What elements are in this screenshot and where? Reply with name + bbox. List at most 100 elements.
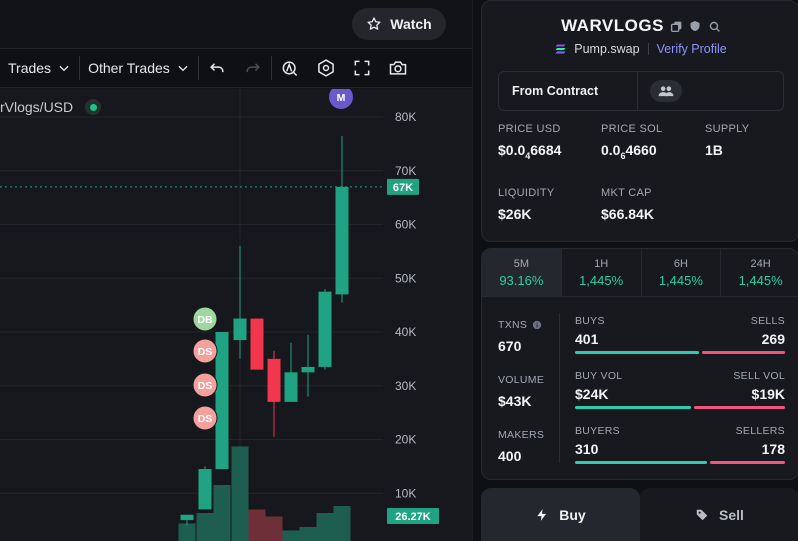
- tab-24h[interactable]: 24H 1,445%: [721, 249, 798, 296]
- stat-label: PRICE USD: [498, 123, 561, 135]
- stat-value: $26K: [498, 206, 532, 222]
- toolbar-divider: [79, 56, 81, 80]
- candle-body: [250, 318, 264, 370]
- candle-body: [233, 318, 247, 341]
- price-tick-label: 60K: [395, 218, 416, 232]
- dex-divider: [647, 43, 649, 55]
- undo-button[interactable]: [199, 48, 235, 88]
- tab-change: 1,445%: [658, 272, 703, 288]
- tab-label: 1H: [594, 257, 609, 270]
- shield-icon[interactable]: [689, 20, 702, 33]
- candle-body: [180, 514, 194, 521]
- dev-buy-marker: [192, 306, 218, 332]
- toolbar-divider: [270, 56, 272, 80]
- current-price-tag: [387, 178, 419, 195]
- search-icon[interactable]: [708, 20, 721, 33]
- buys-sells-bar: [575, 351, 785, 354]
- price-tick-label: 30K: [395, 379, 416, 393]
- volume-bar: [282, 530, 300, 541]
- dex-name: Pump.swap: [574, 42, 640, 56]
- stat-price-sol: PRICE SOL 0.064660: [601, 123, 662, 161]
- tab-label: 24H: [750, 257, 771, 270]
- metric-txns: TXNS 670: [498, 319, 542, 354]
- stat-label: PRICE SOL: [601, 123, 663, 135]
- txns-label: TXNS: [498, 319, 528, 331]
- buy-tab[interactable]: Buy: [481, 488, 640, 541]
- price-tick-label: 10K: [395, 486, 416, 500]
- sell-label: Sell: [719, 506, 744, 523]
- stat-value: $66.84K: [601, 206, 654, 222]
- volume-bar: [231, 446, 249, 541]
- stat-label: LIQUIDITY: [498, 187, 555, 199]
- buys-sells-split: BUYS SELLS 401 269: [575, 315, 785, 354]
- holders-button[interactable]: [638, 72, 682, 110]
- chart-toolbar: Trades Other Trades: [0, 48, 472, 88]
- chevron-down-icon: [59, 65, 69, 72]
- chart-settings-button[interactable]: [308, 48, 344, 88]
- screenshot-button[interactable]: [380, 48, 416, 88]
- verify-profile-link[interactable]: Verify Profile: [656, 42, 727, 56]
- contract-box: From Contract: [498, 71, 784, 111]
- buys-value: 401: [575, 331, 599, 347]
- metric-volume: VOLUME $43K: [498, 374, 544, 409]
- redo-icon: [246, 63, 260, 73]
- price-tick-label: 20K: [395, 433, 416, 447]
- buyers-sellers-split: BUYERS SELLERS 310 178: [575, 425, 785, 464]
- indicator-icon: [282, 61, 297, 77]
- trade-marker-label: DS: [198, 380, 213, 392]
- stat-value-tail: 6684: [530, 142, 562, 158]
- buyers-label: BUYERS: [575, 425, 620, 437]
- redo-button[interactable]: [235, 48, 271, 88]
- candlestick-chart[interactable]: DB DS DS DS M 80K 70K 60K 50K 40K 30K 20K 10K 67K 26.…: [0, 89, 472, 541]
- volume-bar: [316, 513, 334, 541]
- copy-icon[interactable]: [670, 20, 683, 33]
- tab-5m[interactable]: 5M 93.16%: [482, 249, 562, 296]
- stat-value-sub: 6: [620, 150, 626, 161]
- info-icon[interactable]: [532, 320, 542, 330]
- migration-marker: [329, 89, 353, 109]
- tab-change: 1,445%: [579, 272, 624, 288]
- stat-liquidity: LIQUIDITY $26K: [498, 187, 555, 222]
- metric-divider: [559, 313, 560, 463]
- candle-body: [301, 366, 315, 373]
- other-trades-dropdown[interactable]: Other Trades: [80, 48, 198, 88]
- migration-marker-label: M: [337, 92, 346, 104]
- buy-vol-value: $24K: [575, 386, 609, 402]
- watch-label: Watch: [390, 16, 432, 32]
- sell-tab[interactable]: Sell: [640, 488, 798, 541]
- token-sidebar: WARVLOGS Pump.swap Verify Profile From C…: [472, 0, 798, 541]
- indicators-button[interactable]: [272, 48, 308, 88]
- volume-tag-label: 26.27K: [395, 511, 431, 523]
- candle-body: [335, 186, 349, 295]
- sell-vol-value: $19K: [751, 386, 785, 402]
- volume-split: BUY VOL SELL VOL $24K $19K: [575, 370, 785, 409]
- sells-value: 269: [761, 331, 785, 347]
- token-info-card: WARVLOGS Pump.swap Verify Profile From C…: [481, 0, 798, 242]
- dev-sell-marker: [192, 372, 218, 398]
- dev-sell-marker: [192, 338, 218, 364]
- chevron-down-icon: [178, 65, 188, 72]
- tab-1h[interactable]: 1H 1,445%: [562, 249, 642, 296]
- trades-dropdown[interactable]: Trades: [0, 48, 79, 88]
- trade-marker-label: DS: [198, 346, 213, 358]
- solana-icon: [555, 44, 566, 54]
- volume-bar: [213, 485, 231, 541]
- watch-button[interactable]: Watch: [352, 8, 446, 40]
- trades-label: Trades: [8, 60, 52, 76]
- fullscreen-button[interactable]: [344, 48, 380, 88]
- buy-share-bar: [575, 461, 708, 464]
- price-chart[interactable]: DB DS DS DS M 80K 70K 60K 50K 40K 30K 20K 10K 67K 26.…: [0, 89, 472, 541]
- dex-row: Pump.swap Verify Profile: [482, 42, 798, 56]
- tag-icon: [696, 509, 708, 520]
- sell-share-bar: [693, 406, 785, 409]
- volume-bar: [196, 513, 214, 541]
- volume-tag: [387, 508, 439, 524]
- undo-icon: [209, 63, 224, 73]
- sells-label: SELLS: [750, 315, 785, 327]
- stat-value-sub: 4: [525, 150, 531, 161]
- from-contract-button[interactable]: From Contract: [499, 72, 638, 110]
- stat-market-cap: MKT CAP $66.84K: [601, 187, 654, 222]
- buy-label: Buy: [559, 506, 586, 523]
- tab-6h[interactable]: 6H 1,445%: [642, 249, 722, 296]
- tab-label: 6H: [673, 257, 688, 270]
